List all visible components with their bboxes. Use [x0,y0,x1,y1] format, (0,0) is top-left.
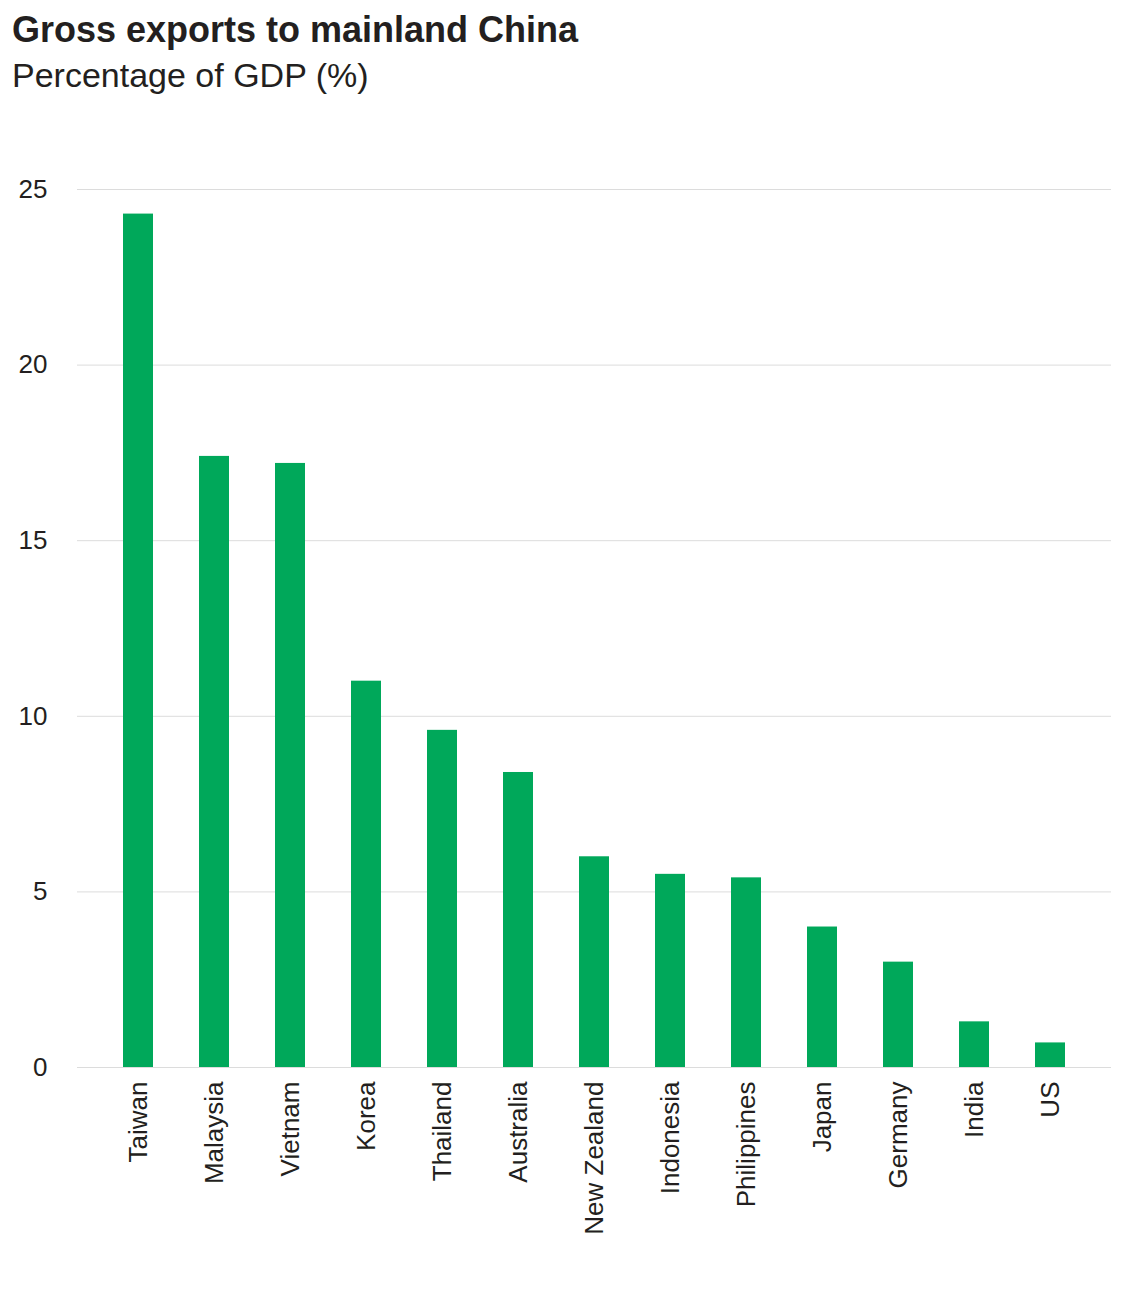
svg-text:10: 10 [19,701,48,731]
svg-text:25: 25 [19,174,48,204]
svg-text:Malaysia: Malaysia [199,1081,229,1184]
svg-text:Vietnam: Vietnam [275,1082,305,1177]
svg-text:Indonesia: Indonesia [655,1081,685,1194]
svg-text:20: 20 [19,349,48,379]
svg-text:US: US [1035,1082,1065,1118]
svg-text:15: 15 [19,525,48,555]
html-text:Percentage of GDP (%): Percentage of GDP (%) [12,56,369,94]
svg-text:Australia: Australia [503,1081,533,1183]
svg-text:5: 5 [33,876,47,906]
html-text:Gross exports to mainland Chin: Gross exports to mainland China [12,9,579,50]
svg-text:Thailand: Thailand [427,1082,457,1182]
svg-text:India: India [959,1081,989,1138]
svg-text:Philippines: Philippines [731,1082,761,1208]
svg-text:Taiwan: Taiwan [123,1082,153,1163]
svg-text:Germany: Germany [883,1082,913,1189]
svg-text:New Zealand: New Zealand [579,1082,609,1235]
svg-text:Japan: Japan [807,1082,837,1153]
svg-text:Korea: Korea [351,1081,381,1151]
svg-text:0: 0 [33,1052,47,1082]
